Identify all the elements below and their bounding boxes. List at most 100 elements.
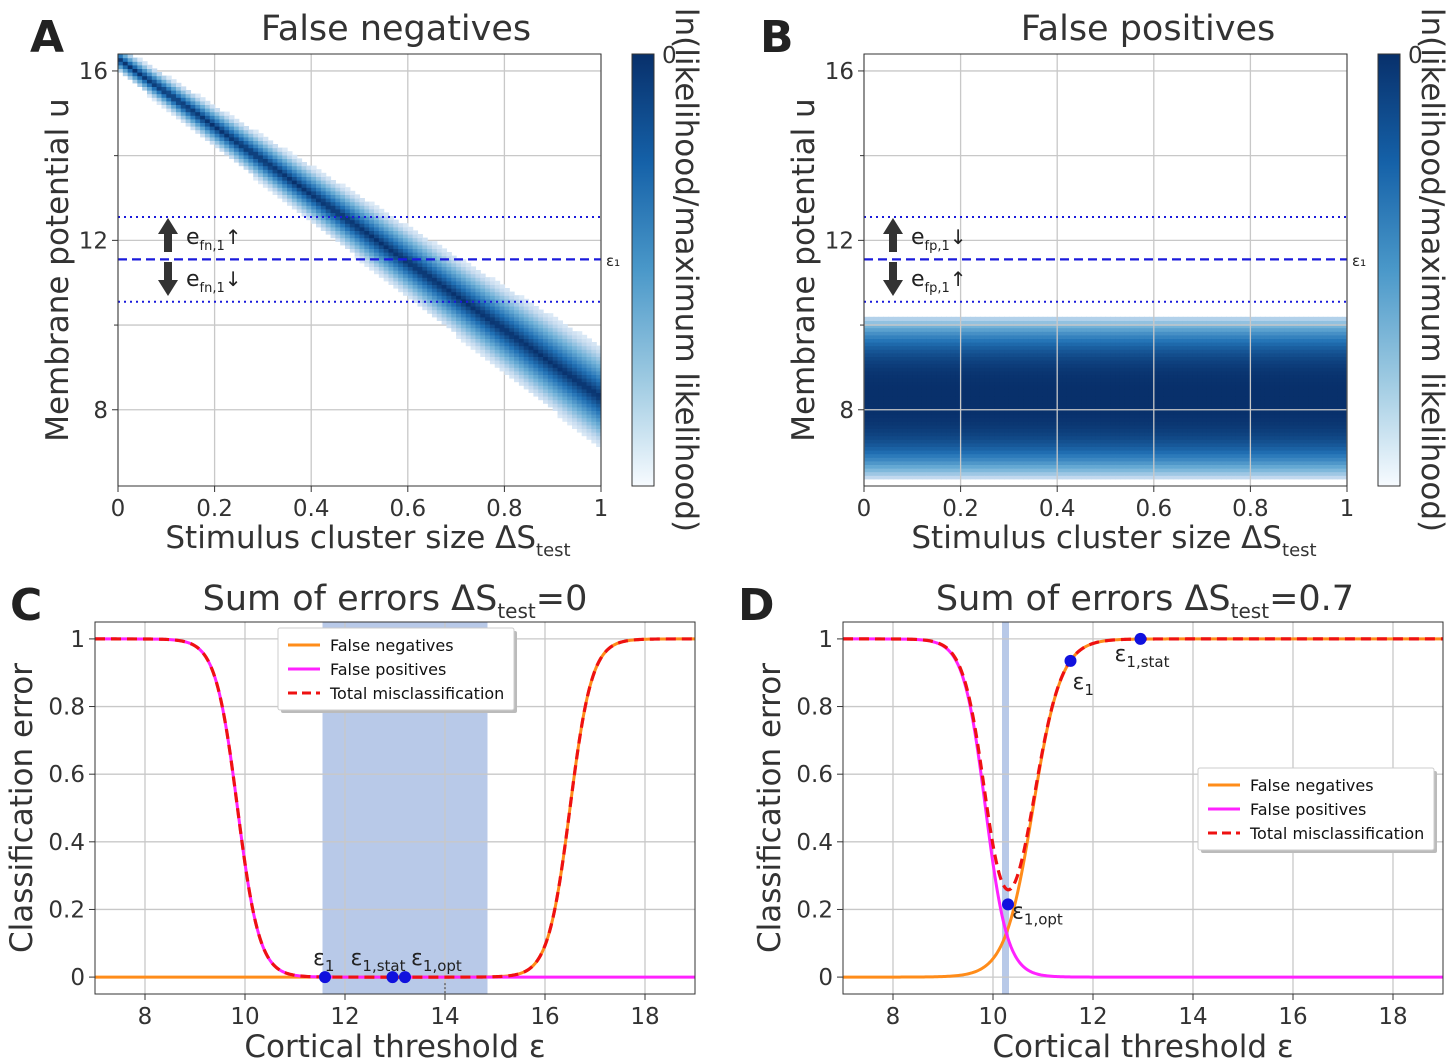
heatmap-cell [1173,471,1179,476]
heatmap-cell [1192,378,1198,383]
heatmap-cell [1105,334,1111,339]
heatmap-cell [1192,439,1198,444]
heatmap-cell [873,331,880,336]
heatmap-cell [873,468,880,473]
heatmap-cell [1115,367,1121,372]
heatmap-cell [984,439,991,444]
heatmap-cell [926,385,933,390]
heatmap-cell [946,424,952,429]
heatmap-cell [873,432,880,437]
heatmap-cell [979,349,986,354]
heatmap-cell [538,385,544,390]
heatmap-cell [238,129,245,134]
heatmap-cell [883,464,889,469]
heatmap-cell [965,396,971,401]
heatmap-cell [1086,367,1092,372]
heatmap-cell [190,122,196,127]
heatmap-cell [984,385,991,390]
heatmap-cell [494,334,501,339]
heatmap-cell [1057,432,1063,437]
heatmap-cell [931,385,938,390]
heatmap-cell [306,208,312,213]
heatmap-cell [1023,403,1029,408]
heatmap-cell [1033,453,1039,458]
heatmap-cell [576,403,583,408]
heatmap-cell [581,356,588,361]
heatmap-cell [921,316,928,321]
heatmap-cell [1168,370,1174,375]
heatmap-cell [349,194,356,199]
heatmap-cell [142,82,148,87]
heatmap-cell [950,378,957,383]
heatmap-cell [581,428,588,433]
heatmap-cell [1091,435,1097,440]
heatmap-cell [1033,475,1039,480]
heatmap-cell [965,399,971,404]
heatmap-cell [1013,381,1020,386]
heatmap-cell [1187,352,1194,357]
heatmap-cell [946,403,952,408]
heatmap-cell [892,435,899,440]
heatmap-cell [1062,424,1068,429]
heatmap-cell [465,309,472,314]
heatmap-cell [1177,403,1184,408]
heatmap-cell [1013,464,1020,469]
heatmap-cell [465,313,472,318]
heatmap-cell [596,374,601,379]
heatmap-cell [166,97,172,102]
heatmap-cell [470,284,477,289]
heatmap-cell [1076,327,1082,332]
heatmap-cell [883,338,889,343]
heatmap-cell [888,457,894,462]
heatmap-cell [1062,320,1068,325]
heatmap-cell [1197,338,1203,343]
heatmap-cell [1163,421,1169,426]
heatmap-cell [950,460,957,465]
heatmap-cell [912,374,918,379]
heatmap-cell [1047,320,1053,325]
heatmap-cell [1037,414,1044,419]
heatmap-cell [412,241,419,246]
heatmap-cell [296,194,303,199]
heatmap-cell [547,374,554,379]
heatmap-cell [897,442,904,447]
heatmap-cell [979,331,986,336]
heatmap-cell [1018,460,1024,465]
heatmap-cell [470,313,477,318]
heatmap-cell [364,208,370,213]
heatmap-cell [1095,363,1102,368]
heatmap-cell [1168,320,1174,325]
heatmap-cell [1071,424,1078,429]
heatmap-cell [1197,370,1203,375]
heatmap-cell [316,208,322,213]
heatmap-cell [538,313,544,318]
heatmap-cell [1139,396,1145,401]
heatmap-cell [1081,446,1087,451]
heatmap-cell [897,446,904,451]
heatmap-cell [897,464,904,469]
heatmap-cell [1076,428,1082,433]
heatmap-cell [171,100,177,105]
heatmap-cell [354,212,361,217]
heatmap-cell [1158,450,1165,455]
heatmap-cell [1037,406,1044,411]
heatmap-cell [1052,327,1058,332]
heatmap-cell [975,331,981,336]
heatmap-cell [1076,471,1082,476]
heatmap-cell [402,288,409,293]
heatmap-cell [431,259,438,264]
heatmap-cell [921,370,928,375]
heatmap-cell [465,277,472,282]
heatmap-cell [475,270,481,275]
heatmap-cell [1081,360,1087,365]
heatmap-cell [999,334,1005,339]
heatmap-cell [1023,385,1029,390]
heatmap-cell [1115,381,1121,386]
heatmap-cell [897,406,904,411]
heatmap-cell [1033,352,1039,357]
heatmap-cell [936,399,942,404]
heatmap-cell [311,201,317,206]
heatmap-cell [402,277,409,282]
heatmap-cell [431,273,438,278]
heatmap-cell [253,151,259,156]
